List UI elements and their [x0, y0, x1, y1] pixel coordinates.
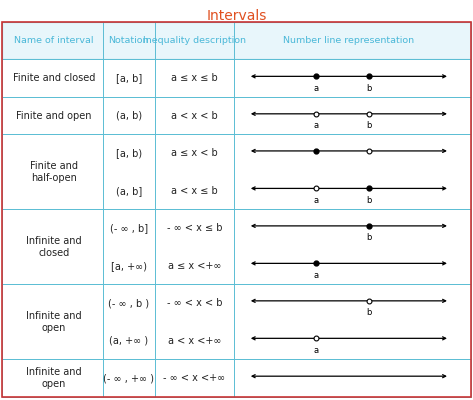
Text: a: a — [313, 84, 318, 92]
Text: a < x <+∞: a < x <+∞ — [167, 336, 221, 346]
Text: Inequality description: Inequality description — [143, 36, 246, 45]
Text: Finite and closed: Finite and closed — [13, 73, 95, 83]
Bar — [2, 97, 471, 134]
Bar — [2, 284, 471, 359]
Text: a: a — [313, 121, 318, 130]
Text: (a, b): (a, b) — [116, 111, 142, 121]
Text: Infinite and
closed: Infinite and closed — [26, 236, 82, 258]
Text: Infinite and
open: Infinite and open — [26, 311, 82, 333]
Text: [a, +∞): [a, +∞) — [111, 261, 147, 271]
Text: - ∞ < x ≤ b: - ∞ < x ≤ b — [166, 223, 222, 233]
Text: Infinite and
open: Infinite and open — [26, 367, 82, 389]
Text: a: a — [313, 270, 318, 280]
Bar — [2, 134, 471, 210]
Text: b: b — [366, 233, 372, 242]
Text: a ≤ x < b: a ≤ x < b — [171, 148, 218, 158]
Text: [a, b): [a, b) — [116, 148, 142, 158]
Text: - ∞ < x <+∞: - ∞ < x <+∞ — [163, 373, 226, 383]
Text: a < x < b: a < x < b — [171, 111, 218, 121]
Bar — [2, 60, 471, 97]
Bar — [2, 359, 471, 397]
Bar — [2, 22, 471, 60]
Text: (- ∞ , b]: (- ∞ , b] — [110, 223, 148, 233]
Text: (a, +∞ ): (a, +∞ ) — [109, 336, 149, 346]
Text: a ≤ x <+∞: a ≤ x <+∞ — [167, 261, 221, 271]
Text: a ≤ x ≤ b: a ≤ x ≤ b — [171, 73, 218, 83]
Text: [a, b]: [a, b] — [116, 73, 142, 83]
Text: (a, b]: (a, b] — [116, 186, 142, 196]
Text: (- ∞ , b ): (- ∞ , b ) — [108, 298, 149, 308]
Text: Number line representation: Number line representation — [283, 36, 414, 45]
Text: b: b — [366, 308, 372, 317]
Text: Notation: Notation — [108, 36, 149, 45]
Text: b: b — [366, 121, 372, 130]
Text: b: b — [366, 196, 372, 205]
Text: Name of interval: Name of interval — [14, 36, 94, 45]
Text: a: a — [313, 196, 318, 205]
Text: a: a — [313, 346, 318, 354]
Text: Finite and open: Finite and open — [16, 111, 92, 121]
Text: a < x ≤ b: a < x ≤ b — [171, 186, 218, 196]
Text: Intervals: Intervals — [206, 9, 267, 23]
Text: - ∞ < x < b: - ∞ < x < b — [166, 298, 222, 308]
Text: (- ∞ , +∞ ): (- ∞ , +∞ ) — [103, 373, 154, 383]
Bar — [2, 210, 471, 284]
Text: Finite and
half-open: Finite and half-open — [30, 161, 78, 183]
Text: b: b — [366, 84, 372, 92]
